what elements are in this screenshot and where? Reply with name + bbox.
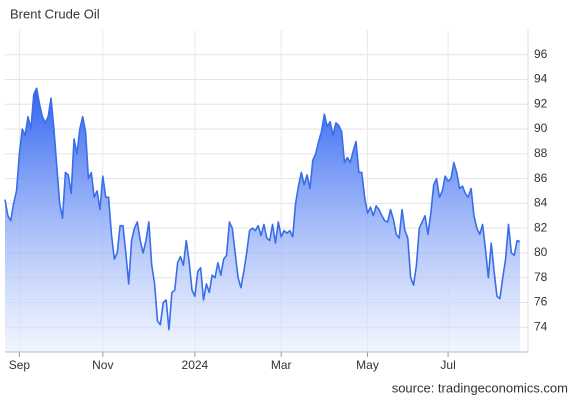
y-tick-label: 80: [534, 245, 548, 259]
price-line: [4, 87, 521, 331]
source-note: source: tradingeconomics.com: [392, 380, 568, 395]
y-tick-label: 96: [534, 47, 548, 61]
y-tick-label: 92: [534, 96, 548, 110]
y-tick-label: 84: [534, 196, 548, 210]
x-tick-label: Jul: [440, 358, 455, 372]
y-tick-label: 74: [534, 319, 548, 333]
x-tick-label: Sep: [9, 358, 31, 372]
y-tick-label: 88: [534, 146, 548, 160]
y-tick-label: 82: [534, 220, 548, 234]
y-tick-label: 78: [534, 270, 548, 284]
y-tick-label: 94: [534, 72, 548, 86]
y-tick-label: 90: [534, 121, 548, 135]
y-tick-label: 86: [534, 171, 548, 185]
x-tick-label: May: [356, 358, 379, 372]
price-area: [5, 88, 520, 353]
chart-title: Brent Crude Oil: [10, 6, 100, 21]
x-tick-label: Mar: [271, 358, 292, 372]
y-tick-label: 76: [534, 295, 548, 309]
x-tick-label: 2024: [182, 358, 209, 372]
x-tick-label: Nov: [92, 358, 113, 372]
